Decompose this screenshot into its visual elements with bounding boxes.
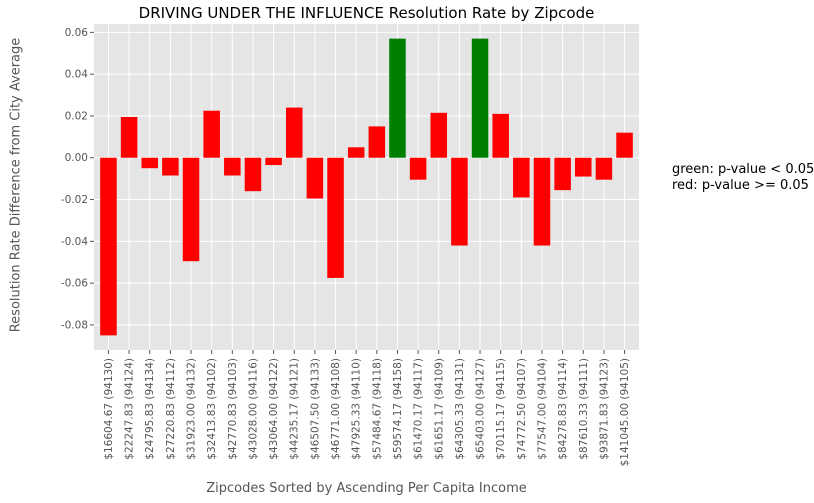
bar: [224, 157, 241, 176]
bar: [265, 157, 282, 166]
x-tick-label: $27220.83 (94112): [165, 358, 177, 460]
x-tick-label: $32413.83 (94102): [206, 358, 218, 460]
bar: [492, 113, 509, 158]
x-tick-label: $24795.83 (94134): [144, 358, 156, 460]
x-tick-label: $16604.67 (94130): [103, 358, 115, 460]
x-tick-label: $57484.67 (94118): [371, 358, 383, 460]
bar: [327, 157, 344, 278]
bar: [141, 157, 158, 169]
y-axis-label: Resolution Rate Difference from City Ave…: [8, 37, 24, 333]
y-tick-label: -0.06: [61, 278, 88, 290]
legend-green-note: green: p-value < 0.05: [672, 162, 814, 177]
x-tick-label: $44235.17 (94121): [289, 358, 301, 460]
x-tick-label: $93871.83 (94123): [598, 358, 610, 460]
x-tick-label: $61651.17 (94109): [433, 358, 445, 460]
x-tick-label: $87610.33 (94111): [578, 358, 590, 460]
bar: [471, 38, 489, 158]
x-axis-label: Zipcodes Sorted by Ascending Per Capita …: [206, 481, 527, 496]
bar: [120, 116, 138, 158]
x-tick-label: $43064.00 (94122): [268, 358, 280, 460]
x-tick-label: $61470.17 (94117): [413, 358, 425, 460]
bar: [409, 157, 427, 180]
bar: [595, 157, 613, 180]
bar: [430, 112, 448, 158]
x-tick-label: $74772.50 (94107): [516, 358, 528, 460]
y-tick-label: -0.04: [61, 236, 88, 248]
bar: [244, 157, 262, 192]
bar: [554, 157, 571, 191]
x-tick-label: $84278.83 (94114): [557, 358, 569, 460]
x-tick-label: $59574.17 (94158): [392, 358, 404, 460]
y-tick-label: 0.04: [65, 69, 89, 81]
y-tick-label: -0.02: [61, 194, 88, 206]
bar: [203, 110, 220, 158]
x-tick-label: $42770.83 (94103): [227, 358, 239, 460]
x-tick-label: $46507.50 (94133): [309, 358, 321, 460]
bar: [616, 132, 633, 158]
y-tick-label: 0.02: [65, 110, 88, 122]
x-tick-label: $31923.00 (94132): [186, 358, 198, 460]
bar: [575, 157, 592, 177]
x-tick-label: $47925.33 (94110): [351, 358, 363, 460]
bar: [285, 107, 303, 158]
bar: [451, 157, 468, 246]
x-tick-label: $46771.00 (94108): [330, 358, 342, 460]
bar: [162, 157, 179, 176]
y-tick-label: 0.06: [65, 27, 89, 39]
bar: [513, 157, 530, 198]
bar: [368, 126, 386, 158]
x-tick-label: $70115.17 (94115): [495, 358, 507, 460]
x-tick-label: $141045.00 (94105): [619, 358, 631, 466]
x-tick-label: $77547.00 (94104): [536, 358, 548, 460]
bar: [389, 38, 406, 158]
bar: [347, 147, 365, 158]
chart-title: DRIVING UNDER THE INFLUENCE Resolution R…: [138, 4, 595, 22]
bar: [182, 157, 200, 262]
x-tick-label: $65403.00 (94127): [475, 358, 487, 460]
x-tick-label: $43028.00 (94116): [247, 358, 259, 460]
significance-legend: green: p-value < 0.05 red: p-value >= 0.…: [672, 162, 814, 194]
x-tick-label: $64305.33 (94131): [454, 358, 466, 460]
bar: [533, 157, 551, 246]
y-tick-label: 0.00: [65, 152, 88, 164]
y-tick-label: -0.08: [61, 319, 88, 331]
bar: [306, 157, 324, 199]
x-tick-label: $22247.83 (94124): [124, 358, 136, 460]
legend-red-note: red: p-value >= 0.05: [672, 178, 809, 193]
bar: [100, 157, 117, 336]
